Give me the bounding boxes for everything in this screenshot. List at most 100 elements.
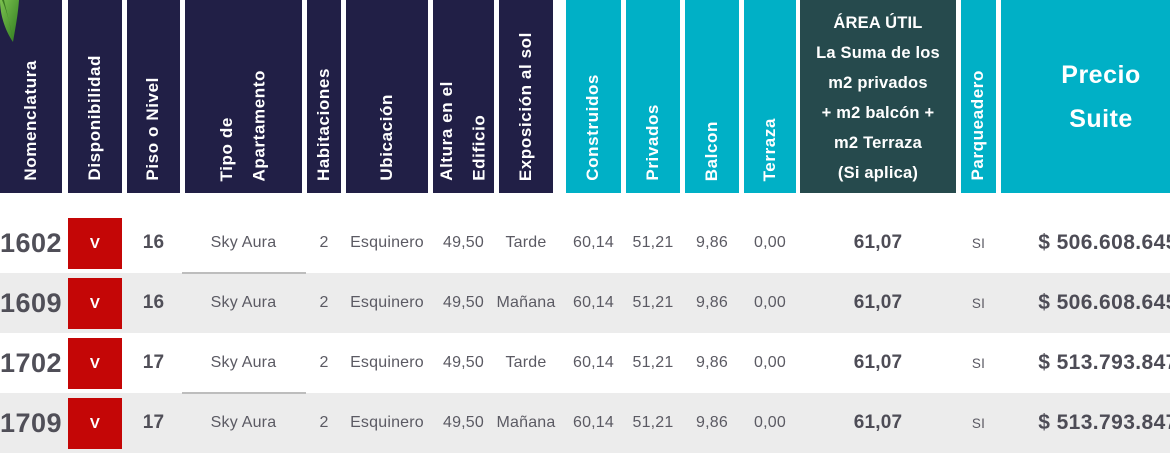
- cell-precio[interactable]: $ 506.608.645: [1038, 231, 1170, 254]
- cell-habitaciones[interactable]: 2: [319, 354, 329, 371]
- header-parqueadero-label: Parqueadero: [968, 70, 988, 181]
- header-balcon: Balcon: [685, 0, 739, 193]
- cell-altura[interactable]: 49,50: [442, 354, 485, 371]
- header-privados: Privados: [626, 0, 680, 193]
- header-tipo-apartamento: Tipo de Apartamento: [185, 0, 302, 193]
- cell-balcon[interactable]: 9,86: [696, 414, 728, 431]
- header-terraza: Terraza: [744, 0, 796, 193]
- header-precio-suite: Precio Suite: [1001, 0, 1170, 193]
- cell-tipo[interactable]: Sky Aura: [210, 354, 277, 371]
- cell-terraza[interactable]: 0,00: [754, 294, 786, 311]
- cell-balcon[interactable]: 9,86: [696, 354, 728, 371]
- cell-altura[interactable]: 49,50: [442, 414, 485, 431]
- cell-disponibilidad: V: [68, 213, 122, 273]
- header-construidos: Construidos: [566, 0, 621, 193]
- leaf-decoration-icon: [0, 0, 19, 42]
- table-row-1702: 1702 V 17 Sky Aura 2 Esquinero 49,50 Tar…: [0, 333, 1170, 393]
- cell-tipo[interactable]: Sky Aura: [210, 414, 277, 431]
- cell-precio[interactable]: $ 513.793.847: [1038, 411, 1170, 434]
- header-exposicion-label: Exposición al sol: [515, 31, 535, 181]
- table-header-row: Nomenclatura Disponibilidad Piso o Nivel…: [0, 0, 1170, 193]
- cell-area-util[interactable]: 61,07: [853, 232, 903, 253]
- header-gap: [0, 193, 1170, 213]
- header-privados-label: Privados: [642, 104, 662, 181]
- cell-nomenclatura[interactable]: 1709: [0, 407, 63, 438]
- header-construidos-label: Construidos: [583, 74, 603, 181]
- cell-piso[interactable]: 17: [142, 412, 165, 433]
- header-disponibilidad-label: Disponibilidad: [84, 55, 104, 181]
- cell-terraza[interactable]: 0,00: [754, 354, 786, 371]
- table-row-1709: 1709 V 17 Sky Aura 2 Esquinero 49,50 Mañ…: [0, 393, 1170, 453]
- cell-ubicacion[interactable]: Esquinero: [350, 294, 424, 311]
- cell-privados[interactable]: 51,21: [632, 354, 674, 371]
- header-area-util-label: ÁREA ÚTIL La Suma de los m2 privados + m…: [816, 14, 940, 182]
- cell-area-util[interactable]: 61,07: [853, 352, 903, 373]
- header-tipo-label: Tipo de Apartamento: [217, 69, 269, 181]
- header-altura-edificio: Altura en el Edificio: [433, 0, 494, 193]
- header-habitaciones: Habitaciones: [307, 0, 341, 193]
- availability-badge[interactable]: V: [68, 337, 122, 389]
- cell-terraza[interactable]: 0,00: [754, 414, 786, 431]
- cell-nomenclatura[interactable]: 1702: [0, 347, 63, 378]
- cell-ubicacion[interactable]: Esquinero: [350, 414, 424, 431]
- header-piso-label: Piso o Nivel: [143, 77, 163, 181]
- cell-area-util[interactable]: 61,07: [853, 292, 903, 313]
- cell-border-line: [182, 392, 306, 394]
- header-habitaciones-label: Habitaciones: [313, 67, 333, 181]
- cell-parqueadero[interactable]: SI: [971, 415, 986, 431]
- cell-parqueadero[interactable]: SI: [971, 355, 986, 371]
- cell-exposicion[interactable]: Tarde: [505, 234, 547, 251]
- cell-privados[interactable]: 51,21: [632, 414, 674, 431]
- cell-ubicacion[interactable]: Esquinero: [350, 234, 424, 251]
- header-precio-suite-label: Precio Suite: [1061, 60, 1141, 133]
- header-ubicacion-label: Ubicación: [376, 94, 396, 181]
- cell-precio[interactable]: $ 506.608.645: [1038, 291, 1170, 314]
- cell-habitaciones[interactable]: 2: [319, 414, 329, 431]
- cell-privados[interactable]: 51,21: [632, 234, 674, 251]
- cell-nomenclatura[interactable]: 1609: [0, 287, 63, 318]
- cell-tipo[interactable]: Sky Aura: [210, 294, 277, 311]
- cell-balcon[interactable]: 9,86: [696, 234, 728, 251]
- cell-tipo[interactable]: Sky Aura: [210, 234, 277, 251]
- cell-altura[interactable]: 49,50: [442, 234, 485, 251]
- header-balcon-label: Balcon: [701, 120, 721, 181]
- table-row-1609: 1609 V 16 Sky Aura 2 Esquinero 49,50 Mañ…: [0, 273, 1170, 333]
- cell-habitaciones[interactable]: 2: [319, 234, 329, 251]
- header-disponibilidad: Disponibilidad: [68, 0, 122, 193]
- header-altura-label: Altura en el Edificio: [437, 81, 489, 181]
- cell-border-line: [182, 272, 306, 274]
- header-area-util: ÁREA ÚTIL La Suma de los m2 privados + m…: [800, 0, 956, 193]
- availability-badge[interactable]: V: [68, 397, 122, 449]
- header-terraza-label: Terraza: [759, 117, 779, 181]
- cell-area-util[interactable]: 61,07: [853, 412, 903, 433]
- availability-badge[interactable]: V: [68, 217, 122, 269]
- cell-altura[interactable]: 49,50: [442, 294, 485, 311]
- cell-disponibilidad: V: [68, 393, 122, 453]
- cell-terraza[interactable]: 0,00: [754, 234, 786, 251]
- cell-parqueadero[interactable]: SI: [971, 235, 986, 251]
- header-piso-o-nivel: Piso o Nivel: [127, 0, 180, 193]
- cell-exposicion[interactable]: Mañana: [496, 414, 556, 431]
- header-ubicacion: Ubicación: [346, 0, 428, 193]
- cell-piso[interactable]: 17: [142, 352, 165, 373]
- cell-precio[interactable]: $ 513.793.847: [1038, 351, 1170, 374]
- cell-construidos[interactable]: 60,14: [572, 414, 615, 431]
- cell-construidos[interactable]: 60,14: [572, 234, 615, 251]
- cell-piso[interactable]: 16: [142, 232, 165, 253]
- cell-parqueadero[interactable]: SI: [971, 295, 986, 311]
- cell-nomenclatura[interactable]: 1602: [0, 227, 63, 258]
- cell-construidos[interactable]: 60,14: [572, 294, 615, 311]
- cell-exposicion[interactable]: Tarde: [505, 354, 547, 371]
- availability-badge[interactable]: V: [68, 277, 122, 329]
- header-exposicion-sol: Exposición al sol: [499, 0, 553, 193]
- cell-habitaciones[interactable]: 2: [319, 294, 329, 311]
- cell-construidos[interactable]: 60,14: [572, 354, 615, 371]
- cell-disponibilidad: V: [68, 333, 122, 393]
- cell-piso[interactable]: 16: [142, 292, 165, 313]
- header-parqueadero: Parqueadero: [961, 0, 996, 193]
- table-row-1602: 1602 V 16 Sky Aura 2 Esquinero 49,50 Tar…: [0, 213, 1170, 273]
- cell-privados[interactable]: 51,21: [632, 294, 674, 311]
- cell-exposicion[interactable]: Mañana: [496, 294, 556, 311]
- cell-balcon[interactable]: 9,86: [696, 294, 728, 311]
- cell-ubicacion[interactable]: Esquinero: [350, 354, 424, 371]
